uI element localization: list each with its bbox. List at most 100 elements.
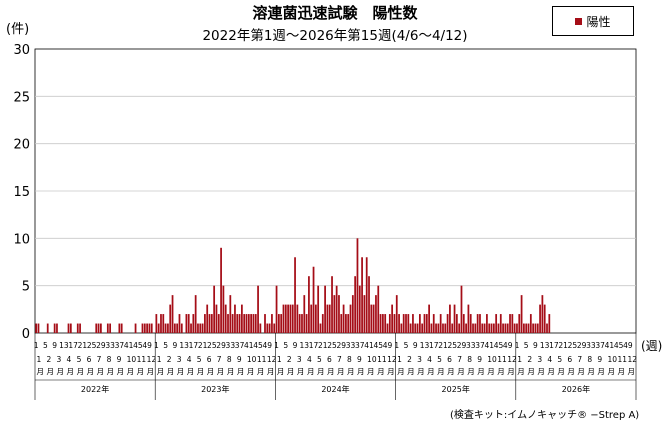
week-tick-label: 29 — [457, 341, 467, 350]
week-tick-label: 45 — [373, 341, 383, 350]
month-tick-label: 4 — [187, 355, 192, 364]
month-unit-label: 月 — [357, 367, 365, 376]
week-tick-label: 37 — [475, 341, 485, 350]
month-tick-label: 10 — [487, 355, 497, 364]
week-tick-label: 49 — [503, 341, 513, 350]
week-tick-label: 25 — [447, 341, 457, 350]
bar — [414, 323, 417, 333]
bar — [539, 304, 541, 333]
bar — [331, 276, 333, 333]
week-tick-label: 41 — [484, 341, 494, 350]
month-unit-label: 月 — [437, 367, 445, 376]
bar — [287, 304, 289, 333]
bar — [382, 314, 384, 333]
bar — [271, 314, 273, 333]
bar — [134, 323, 137, 333]
month-tick-label: 9 — [237, 355, 242, 364]
week-tick-label: 45 — [494, 341, 504, 350]
month-tick-label: 4 — [307, 355, 312, 364]
month-tick-label: 7 — [457, 355, 462, 364]
week-tick-label: 49 — [263, 341, 273, 350]
week-tick-label: 25 — [207, 341, 217, 350]
month-unit-label: 月 — [587, 367, 595, 376]
week-tick-label: 9 — [413, 341, 418, 350]
bar — [141, 323, 144, 333]
bar — [222, 285, 225, 333]
bar — [474, 323, 477, 333]
week-tick-label: 41 — [244, 341, 254, 350]
bar — [206, 304, 209, 333]
month-tick-label: 4 — [547, 355, 552, 364]
week-tick-label: 1 — [154, 341, 159, 350]
month-tick-label: 10 — [607, 355, 617, 364]
month-unit-label: 月 — [597, 367, 605, 376]
month-unit-label: 月 — [37, 367, 45, 376]
week-tick-label: 17 — [429, 341, 439, 350]
bar — [449, 304, 451, 333]
week-tick-label: 9 — [52, 341, 57, 350]
month-unit-label: 月 — [407, 367, 415, 376]
bar — [192, 314, 195, 333]
bar — [227, 314, 229, 333]
month-unit-label: 月 — [567, 367, 575, 376]
bar — [412, 314, 414, 333]
week-tick-label: 5 — [404, 341, 409, 350]
bar — [365, 257, 368, 333]
bar — [356, 238, 359, 333]
week-tick-label: 13 — [300, 341, 310, 350]
week-tick-label: 21 — [558, 341, 568, 350]
month-unit-label: 月 — [617, 367, 625, 376]
bar — [247, 314, 250, 333]
bar — [372, 304, 375, 333]
bar — [523, 323, 525, 333]
bar — [405, 314, 407, 333]
month-unit-label: 月 — [247, 367, 255, 376]
bar — [217, 314, 220, 333]
bar — [208, 314, 211, 333]
bar — [35, 323, 38, 333]
bar — [180, 323, 183, 333]
bar — [516, 323, 518, 333]
bar — [250, 314, 253, 333]
bar — [220, 247, 222, 333]
bar — [194, 295, 197, 333]
month-tick-label: 4 — [67, 355, 72, 364]
month-tick-label: 5 — [437, 355, 442, 364]
chart-legend: 陽性 — [552, 6, 634, 36]
month-tick-label: 1 — [517, 355, 522, 364]
bar — [171, 295, 174, 333]
year-label: 2022年 — [81, 384, 109, 394]
month-tick-label: 3 — [177, 355, 182, 364]
month-tick-label: 12 — [267, 355, 277, 364]
month-tick-label: 11 — [377, 355, 387, 364]
bar — [386, 323, 389, 333]
bar — [303, 295, 306, 333]
week-tick-label: 45 — [133, 341, 143, 350]
week-tick-label: 9 — [533, 341, 538, 350]
month-unit-label: 月 — [377, 367, 385, 376]
month-tick-label: 2 — [47, 355, 52, 364]
week-tick-label: 41 — [124, 341, 134, 350]
bar — [370, 304, 373, 333]
month-unit-label: 月 — [427, 367, 435, 376]
bar — [391, 304, 394, 333]
bar — [462, 314, 465, 333]
month-tick-label: 8 — [587, 355, 592, 364]
week-tick-label: 29 — [577, 341, 587, 350]
bar — [187, 314, 190, 333]
bar — [481, 323, 484, 333]
bar — [395, 295, 398, 333]
week-tick-label: 29 — [337, 341, 347, 350]
month-tick-label: 11 — [137, 355, 147, 364]
week-tick-label: 5 — [163, 341, 168, 350]
bar — [469, 314, 472, 333]
month-tick-label: 12 — [507, 355, 517, 364]
week-tick-label: 49 — [142, 341, 152, 350]
bar — [513, 323, 516, 333]
bar — [536, 323, 539, 333]
bar — [148, 323, 151, 333]
week-tick-label: 17 — [189, 341, 199, 350]
month-unit-label: 月 — [337, 367, 345, 376]
month-tick-label: 8 — [467, 355, 472, 364]
bar — [428, 304, 430, 333]
